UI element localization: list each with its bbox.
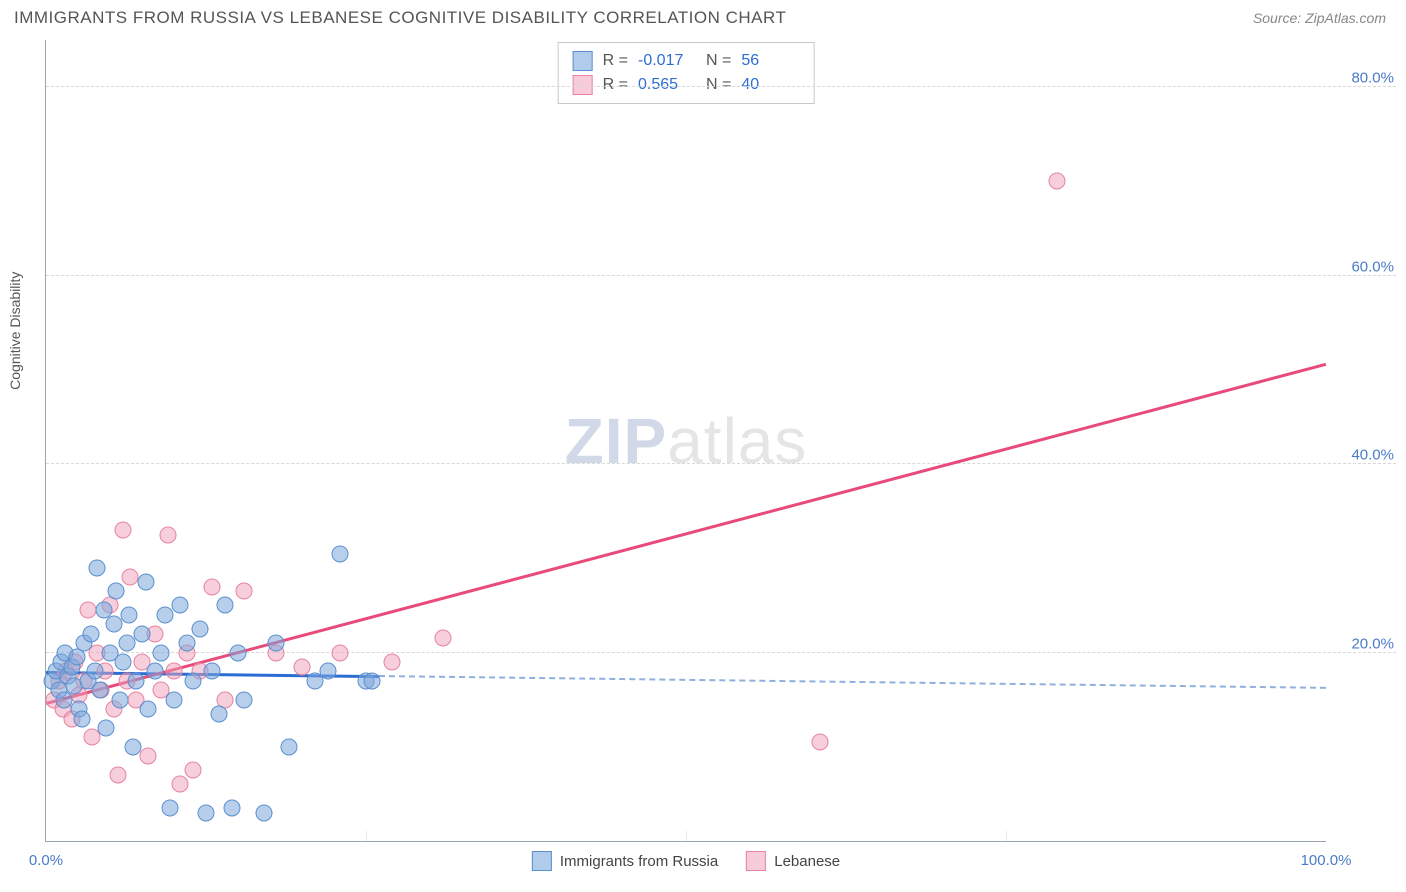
legend-row-russia: R = -0.017 N = 56 xyxy=(573,49,800,73)
data-point xyxy=(223,800,240,817)
data-point xyxy=(146,663,163,680)
data-point xyxy=(294,658,311,675)
gridline-h xyxy=(46,275,1396,276)
series-legend: Immigrants from Russia Lebanese xyxy=(532,851,840,871)
data-point xyxy=(159,526,176,543)
data-point xyxy=(122,569,139,586)
data-point xyxy=(105,616,122,633)
r-value-russia: -0.017 xyxy=(638,49,696,73)
legend-row-lebanese: R = 0.565 N = 40 xyxy=(573,73,800,97)
legend-item-lebanese: Lebanese xyxy=(746,851,840,871)
data-point xyxy=(86,663,103,680)
source-attribution: Source: ZipAtlas.com xyxy=(1253,10,1386,26)
data-point xyxy=(191,620,208,637)
x-tick-label: 0.0% xyxy=(29,852,63,869)
data-point xyxy=(112,691,129,708)
gridline-h xyxy=(46,86,1396,87)
data-point xyxy=(281,738,298,755)
swatch-russia-icon xyxy=(573,51,593,71)
header: IMMIGRANTS FROM RUSSIA VS LEBANESE COGNI… xyxy=(0,0,1406,32)
gridline-v xyxy=(366,831,367,841)
gridline-v xyxy=(1006,831,1007,841)
data-point xyxy=(162,800,179,817)
data-point xyxy=(108,583,125,600)
data-point xyxy=(1049,173,1066,190)
data-point xyxy=(236,691,253,708)
y-tick-label: 40.0% xyxy=(1351,447,1394,464)
data-point xyxy=(137,573,154,590)
data-point xyxy=(153,644,170,661)
swatch-lebanese-icon xyxy=(573,75,593,95)
y-tick-label: 80.0% xyxy=(1351,70,1394,87)
data-point xyxy=(166,663,183,680)
data-point xyxy=(230,644,247,661)
watermark: ZIPatlas xyxy=(565,404,808,478)
data-point xyxy=(172,597,189,614)
gridline-h xyxy=(46,652,1396,653)
n-value-russia: 56 xyxy=(741,49,799,73)
data-point xyxy=(434,630,451,647)
data-point xyxy=(172,776,189,793)
trend-line xyxy=(379,675,1326,689)
data-point xyxy=(114,522,131,539)
data-point xyxy=(125,738,142,755)
data-point xyxy=(185,672,202,689)
data-point xyxy=(185,762,202,779)
data-point xyxy=(812,734,829,751)
data-point xyxy=(82,625,99,642)
data-point xyxy=(332,545,349,562)
data-point xyxy=(268,635,285,652)
gridline-v xyxy=(686,831,687,841)
data-point xyxy=(114,653,131,670)
data-point xyxy=(109,767,126,784)
data-point xyxy=(319,663,336,680)
data-point xyxy=(204,578,221,595)
data-point xyxy=(98,719,115,736)
data-point xyxy=(364,672,381,689)
chart-title: IMMIGRANTS FROM RUSSIA VS LEBANESE COGNI… xyxy=(14,8,786,28)
data-point xyxy=(121,606,138,623)
data-point xyxy=(210,705,227,722)
x-tick-label: 100.0% xyxy=(1301,852,1352,869)
data-point xyxy=(255,804,272,821)
legend-item-russia: Immigrants from Russia xyxy=(532,851,718,871)
data-point xyxy=(198,804,215,821)
data-point xyxy=(118,635,135,652)
data-point xyxy=(166,691,183,708)
gridline-h xyxy=(46,463,1396,464)
data-point xyxy=(134,625,151,642)
chart-container: Cognitive Disability ZIPatlas R = -0.017… xyxy=(45,40,1326,842)
n-value-lebanese: 40 xyxy=(741,73,799,97)
data-point xyxy=(204,663,221,680)
swatch-russia-icon xyxy=(532,851,552,871)
data-point xyxy=(91,682,108,699)
y-tick-label: 60.0% xyxy=(1351,258,1394,275)
y-tick-label: 20.0% xyxy=(1351,635,1394,652)
data-point xyxy=(55,691,72,708)
y-axis-label: Cognitive Disability xyxy=(7,272,23,390)
swatch-lebanese-icon xyxy=(746,851,766,871)
data-point xyxy=(332,644,349,661)
data-point xyxy=(178,635,195,652)
r-value-lebanese: 0.565 xyxy=(638,73,696,97)
data-point xyxy=(217,597,234,614)
data-point xyxy=(383,653,400,670)
data-point xyxy=(89,559,106,576)
correlation-legend: R = -0.017 N = 56 R = 0.565 N = 40 xyxy=(558,42,815,104)
data-point xyxy=(140,748,157,765)
plot-area: ZIPatlas R = -0.017 N = 56 R = 0.565 N =… xyxy=(45,40,1326,842)
data-point xyxy=(236,583,253,600)
data-point xyxy=(140,701,157,718)
data-point xyxy=(157,606,174,623)
data-point xyxy=(73,710,90,727)
data-point xyxy=(127,672,144,689)
